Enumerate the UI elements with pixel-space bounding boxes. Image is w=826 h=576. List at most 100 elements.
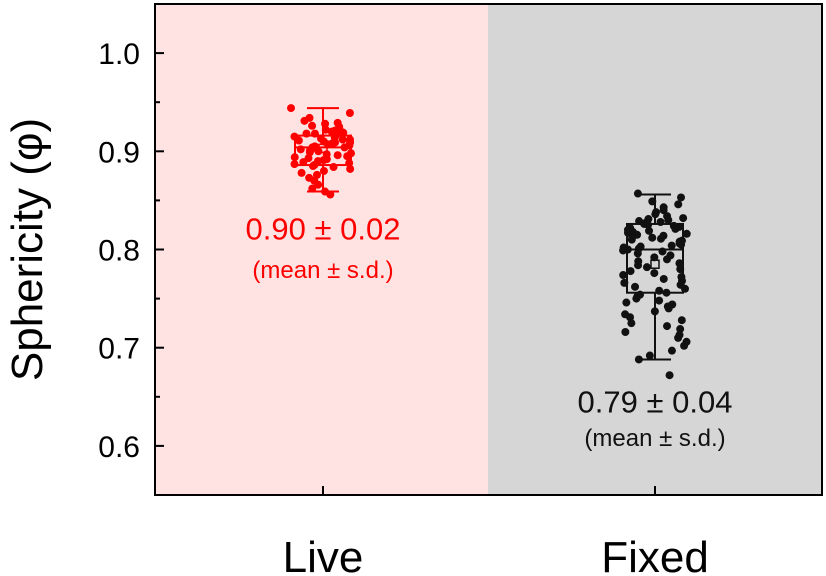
data-point bbox=[664, 304, 673, 313]
data-point bbox=[302, 129, 311, 138]
data-point bbox=[671, 224, 680, 233]
data-point bbox=[634, 355, 643, 364]
x-tick-label-live: Live bbox=[283, 533, 364, 576]
data-point bbox=[619, 271, 628, 280]
data-point bbox=[674, 200, 683, 209]
data-point bbox=[346, 164, 355, 173]
data-point bbox=[659, 274, 668, 283]
data-point bbox=[621, 327, 630, 336]
data-point bbox=[648, 197, 657, 206]
data-point bbox=[297, 168, 306, 177]
data-point bbox=[645, 351, 654, 360]
data-point bbox=[663, 322, 672, 331]
data-point bbox=[339, 128, 348, 137]
data-point bbox=[287, 104, 296, 113]
data-point bbox=[655, 286, 664, 295]
box-plots bbox=[294, 107, 684, 361]
data-point bbox=[296, 145, 305, 154]
y-tick-label: 0.7 bbox=[98, 333, 140, 366]
data-point bbox=[326, 190, 335, 199]
x-tick-label-fixed: Fixed bbox=[601, 533, 709, 576]
data-point bbox=[299, 158, 308, 167]
data-point bbox=[682, 229, 691, 238]
data-point bbox=[620, 278, 629, 287]
data-point bbox=[619, 246, 628, 255]
data-point bbox=[333, 151, 342, 160]
data-point bbox=[680, 341, 689, 350]
data-point bbox=[642, 263, 651, 272]
data-point bbox=[659, 206, 668, 215]
data-point bbox=[622, 298, 631, 307]
data-point bbox=[644, 220, 653, 229]
data-point bbox=[663, 255, 672, 264]
data-point bbox=[679, 214, 688, 223]
data-point bbox=[676, 265, 685, 274]
data-point bbox=[645, 226, 654, 235]
data-point bbox=[290, 160, 299, 169]
data-point bbox=[340, 143, 349, 152]
data-point bbox=[627, 319, 636, 328]
data-point bbox=[300, 116, 309, 125]
data-point bbox=[665, 371, 674, 380]
data-point bbox=[662, 288, 671, 297]
data-point bbox=[667, 241, 676, 250]
data-point bbox=[658, 247, 667, 256]
data-point bbox=[343, 152, 352, 161]
mean-sd-value-live: 0.90 ± 0.02 bbox=[246, 212, 401, 247]
data-points bbox=[287, 104, 691, 380]
data-point bbox=[680, 284, 689, 293]
data-point bbox=[310, 129, 319, 138]
data-point bbox=[329, 163, 338, 172]
points-live bbox=[287, 104, 355, 199]
y-tick-label: 0.8 bbox=[98, 235, 140, 268]
background-live bbox=[155, 4, 488, 495]
data-point bbox=[338, 135, 347, 144]
data-point bbox=[674, 333, 683, 342]
data-point bbox=[650, 253, 659, 262]
data-point bbox=[651, 210, 660, 219]
data-point bbox=[677, 316, 686, 325]
data-point bbox=[321, 119, 330, 128]
category-backgrounds bbox=[155, 4, 822, 495]
chart-labels: 0.6 0.7 0.8 0.9 1.0 Live Fixed Sphericity (φ) 0.… bbox=[3, 38, 732, 576]
data-point bbox=[309, 162, 318, 171]
data-point bbox=[294, 136, 303, 145]
box-iqr bbox=[626, 222, 684, 294]
mean-sd-note-live: (mean ± s.d.) bbox=[252, 257, 393, 284]
data-point bbox=[345, 109, 354, 118]
y-tick-label: 0.9 bbox=[98, 136, 140, 169]
data-point bbox=[633, 189, 642, 198]
data-point bbox=[676, 325, 685, 334]
data-point bbox=[290, 153, 299, 162]
data-point bbox=[314, 147, 323, 156]
data-point bbox=[323, 140, 332, 149]
data-point bbox=[308, 121, 317, 130]
data-point bbox=[656, 218, 665, 227]
data-point bbox=[631, 282, 640, 291]
data-point bbox=[314, 180, 323, 189]
mean-sd-value-fixed: 0.79 ± 0.04 bbox=[578, 385, 733, 420]
y-tick-label: 0.6 bbox=[98, 431, 140, 464]
data-point bbox=[345, 159, 354, 168]
mean-sd-note-fixed: (mean ± s.d.) bbox=[584, 425, 725, 452]
y-axis-label: Sphericity (φ) bbox=[3, 118, 52, 381]
data-point bbox=[677, 193, 686, 202]
data-point bbox=[633, 249, 642, 258]
data-point bbox=[667, 346, 676, 355]
data-point bbox=[626, 267, 635, 276]
y-tick-label: 1.0 bbox=[98, 38, 140, 71]
data-point bbox=[627, 235, 636, 244]
data-point bbox=[677, 240, 686, 249]
plot-frame bbox=[154, 3, 823, 496]
data-point bbox=[308, 184, 317, 193]
data-point bbox=[656, 234, 665, 243]
data-point bbox=[648, 233, 657, 242]
data-point bbox=[650, 307, 659, 316]
data-point bbox=[655, 296, 664, 305]
data-point bbox=[319, 166, 328, 175]
data-point bbox=[664, 216, 673, 225]
data-point bbox=[675, 259, 684, 268]
box-plot-fixed bbox=[626, 193, 684, 361]
data-point bbox=[650, 269, 659, 278]
